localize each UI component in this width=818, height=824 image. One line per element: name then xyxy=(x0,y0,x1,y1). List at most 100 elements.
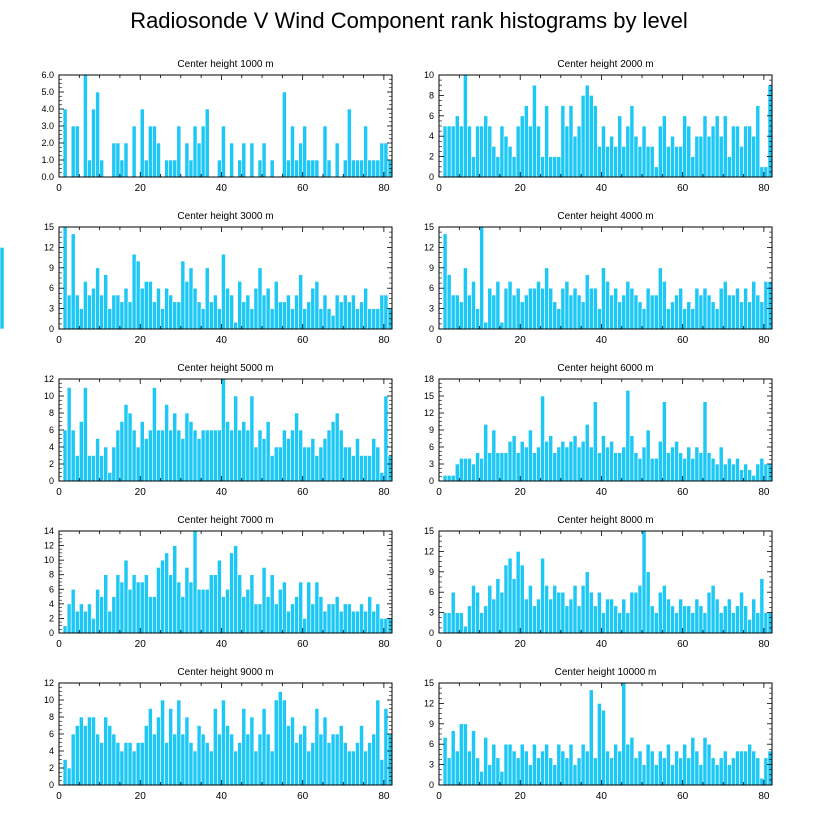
histogram-bar xyxy=(221,596,226,634)
histogram-bar xyxy=(249,308,255,330)
histogram-bar xyxy=(450,475,456,482)
histogram-bar xyxy=(739,750,744,786)
histogram-bar xyxy=(763,166,769,178)
histogram-bar xyxy=(763,612,769,634)
histogram-bar xyxy=(62,226,68,330)
histogram-bar xyxy=(751,135,757,178)
histogram-bar xyxy=(131,429,137,482)
histogram-bar xyxy=(127,588,133,634)
histogram-bar xyxy=(471,156,476,178)
histogram-bar xyxy=(379,142,385,178)
histogram-bar xyxy=(515,452,521,482)
histogram-bar xyxy=(91,108,96,178)
histogram-bar xyxy=(495,281,501,330)
histogram-bar xyxy=(318,733,324,786)
histogram-bar xyxy=(471,585,476,634)
histogram-bar xyxy=(371,733,377,786)
histogram-bar xyxy=(751,281,757,330)
histogram-bar xyxy=(657,750,663,786)
histogram-bar xyxy=(556,308,562,330)
y-tick-label: 6 xyxy=(49,283,54,293)
histogram-bar xyxy=(507,557,513,634)
histogram-bar xyxy=(568,294,574,330)
histogram-bar xyxy=(544,585,549,634)
histogram-bar xyxy=(148,281,153,330)
x-tick-label: 0 xyxy=(56,791,62,802)
histogram-bar xyxy=(217,429,222,482)
x-tick-label: 20 xyxy=(515,791,527,802)
x-tick-label: 0 xyxy=(436,183,442,194)
histogram-bar xyxy=(743,750,748,786)
histogram-bar xyxy=(83,610,88,634)
histogram-bar xyxy=(241,708,247,786)
histogram-bar xyxy=(686,301,692,330)
histogram-bar xyxy=(548,757,554,786)
histogram-bar xyxy=(751,475,757,482)
histogram-bar xyxy=(160,308,165,330)
y-tick-label: 0 xyxy=(429,172,434,182)
histogram-bar xyxy=(261,142,267,178)
histogram-bar xyxy=(519,743,525,786)
histogram-bar xyxy=(560,441,566,482)
histogram-bar xyxy=(351,610,356,634)
x-tick-label: 40 xyxy=(596,335,608,346)
histogram-bar xyxy=(282,301,287,330)
histogram-bar xyxy=(221,253,226,330)
histogram-bar xyxy=(245,733,251,786)
histogram-bar xyxy=(253,287,259,330)
histogram-bar xyxy=(217,159,222,178)
histogram-bar xyxy=(487,125,493,178)
x-tick-label: 20 xyxy=(515,487,527,498)
histogram-bar xyxy=(454,294,460,330)
histogram-bar xyxy=(290,429,295,482)
histogram-bar xyxy=(629,591,635,634)
y-tick-label: 1.0 xyxy=(41,155,54,165)
x-tick-label: 40 xyxy=(216,639,228,650)
histogram-bar xyxy=(625,125,631,178)
histogram-bar xyxy=(743,287,748,330)
histogram-bar xyxy=(479,226,484,330)
histogram-bar xyxy=(515,551,521,634)
histogram-bar xyxy=(544,743,549,786)
histogram-bar xyxy=(269,308,275,330)
histogram-bar xyxy=(593,401,598,482)
histogram-bar xyxy=(253,446,259,482)
histogram-bar xyxy=(666,743,671,786)
histogram-bar xyxy=(326,308,332,330)
histogram-bar xyxy=(727,598,732,634)
histogram-bar xyxy=(371,610,377,634)
histogram-bar xyxy=(200,588,206,634)
histogram-bar xyxy=(601,709,606,786)
histogram-bar xyxy=(330,421,336,482)
histogram-bar xyxy=(95,91,100,178)
histogram-bar xyxy=(107,610,113,634)
histogram-bar xyxy=(747,125,752,178)
histogram-bar xyxy=(115,429,121,482)
histogram-bar xyxy=(318,446,324,482)
histogram-bar xyxy=(314,159,320,178)
histogram-bar xyxy=(722,463,728,482)
histogram-bar xyxy=(176,581,182,634)
histogram-bar xyxy=(143,438,149,482)
histogram-bar xyxy=(338,429,344,482)
histogram-bar xyxy=(593,757,598,786)
histogram-bar xyxy=(548,435,554,482)
histogram-bar xyxy=(172,733,178,786)
histogram-bar xyxy=(532,743,537,786)
histogram-bar xyxy=(273,603,279,634)
figure-title: Radiosonde V Wind Component rank histogr… xyxy=(130,8,688,33)
histogram-bar xyxy=(617,612,623,634)
histogram-bar xyxy=(649,605,655,634)
histogram-bar xyxy=(584,274,590,330)
histogram-bar xyxy=(463,723,468,786)
x-tick-label: 80 xyxy=(758,639,770,650)
histogram-bar xyxy=(286,610,291,634)
histogram-bar xyxy=(532,287,537,330)
histogram-bar xyxy=(597,146,602,178)
histogram-bar xyxy=(564,757,570,786)
histogram-bar xyxy=(172,159,178,178)
x-tick-label: 80 xyxy=(378,335,390,346)
histogram-bar xyxy=(168,294,174,330)
histogram-bar xyxy=(621,682,627,786)
panel-title: Center height 3000 m xyxy=(177,211,273,222)
